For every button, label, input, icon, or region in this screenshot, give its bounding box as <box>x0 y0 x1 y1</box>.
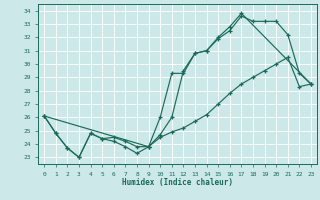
X-axis label: Humidex (Indice chaleur): Humidex (Indice chaleur) <box>122 178 233 187</box>
